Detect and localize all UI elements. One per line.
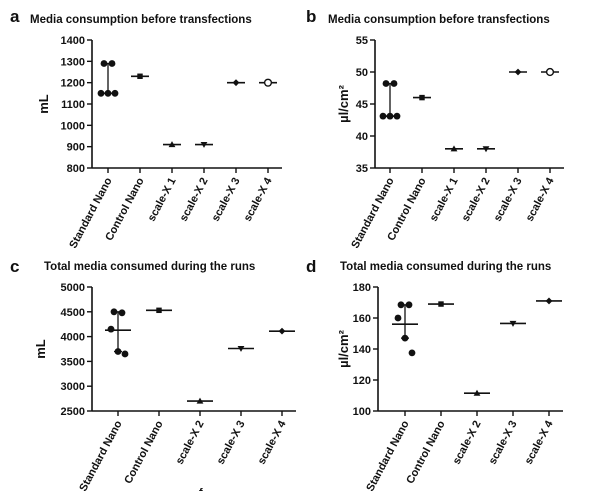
y-tick-label: 55 [356,35,368,47]
y-tick-label: 100 [353,406,371,418]
y-tick-label: 1100 [61,99,85,111]
panel-title-d: Total media consumed during the runs [340,261,551,273]
data-point [419,94,425,101]
data-point [473,389,481,396]
data-point [97,89,105,97]
panel-title-a: Media consumption before transfections [30,14,252,26]
x-category-label: scale-X 2 [178,176,211,224]
panel-title-c: Total media consumed during the runs [44,261,255,273]
data-point [482,146,490,153]
data-point [232,79,240,87]
data-point [114,348,122,355]
panel-a: a Media consumption before transfections… [10,7,282,250]
data-point [278,327,286,335]
panel-letter-b: b [306,7,316,26]
data-point [156,307,162,314]
y-tick-label: 3000 [61,381,85,393]
x-category-label: Standard Nano [77,419,124,491]
y-tick-label: 1300 [61,56,85,68]
panel-d: d Total media consumed during the runs 1… [306,257,563,491]
panel-b: b Media consumption before transfections… [306,7,564,250]
panel-letter-d: d [306,257,316,276]
data-point [386,112,394,120]
x-category-label: scale-X 1 [146,176,179,224]
data-point [390,80,398,87]
data-point [100,60,108,67]
data-point [104,89,112,97]
x-category-label: Control Nano [122,419,165,486]
data-point [514,68,522,76]
data-point [108,60,116,67]
panel-letter-a: a [10,7,20,26]
x-category-label: scale-X 4 [524,175,557,224]
data-point [118,309,126,317]
y-tick-label: 120 [353,375,371,387]
y-tick-label: 1400 [61,35,85,47]
data-point [394,314,402,322]
y-tick-label: 40 [356,131,368,143]
data-point [196,397,204,404]
data-point [405,301,413,309]
footer-fragment: f [199,487,203,491]
data-point [545,297,553,305]
panel-letter-c: c [10,257,19,276]
data-point [382,80,390,87]
x-category-label: scale-X 3 [487,419,520,467]
data-point [237,345,245,352]
data-point [121,350,129,358]
data-point [393,112,401,120]
data-point [107,325,115,333]
y-tick-label: 4000 [61,332,85,344]
y-axis-title: µl/cm² [336,329,351,368]
data-point [111,89,119,97]
data-point [137,73,143,79]
y-axis-title: mL [33,339,48,359]
x-category-label: scale-X 3 [492,176,525,224]
data-point [450,145,458,152]
data-point [379,112,387,120]
y-tick-label: 3500 [61,356,85,368]
panel-title-b: Media consumption before transfections [328,14,550,26]
data-point [200,141,208,148]
x-category-label: scale-X 3 [215,419,248,467]
x-category-label: scale-X 2 [174,419,207,467]
data-point [263,78,273,87]
data-point [545,67,555,77]
x-category-label: scale-X 2 [451,419,484,467]
x-category-label: scale-X 1 [428,176,461,224]
y-tick-label: 1000 [61,120,85,132]
y-tick-label: 140 [353,344,371,356]
y-tick-label: 2500 [61,406,85,418]
y-tick-label: 800 [67,163,85,175]
x-category-label: scale-X 2 [460,176,493,224]
y-tick-label: 900 [67,142,85,154]
data-point [397,301,405,309]
y-tick-label: 45 [356,99,368,111]
y-tick-label: 160 [353,313,371,325]
data-point [168,141,176,148]
y-axis-title: µl/cm² [336,84,351,123]
x-category-label: scale-X 4 [242,175,275,224]
y-tick-label: 4500 [61,307,85,319]
x-category-label: Control Nano [404,419,447,486]
y-tick-label: 5000 [61,282,85,294]
y-tick-label: 50 [356,67,368,79]
panel-c: c Total media consumed during the runs 2… [10,257,296,491]
x-category-label: scale-X 3 [210,176,243,224]
data-point [401,334,409,342]
y-tick-label: 35 [356,163,368,175]
data-point [110,308,118,316]
x-category-label: scale-X 4 [523,418,556,467]
data-point [438,301,444,307]
y-tick-label: 1200 [61,78,85,90]
data-point [509,320,517,327]
data-point [408,349,416,357]
y-axis-title: mL [36,94,51,114]
x-category-label: scale-X 4 [256,418,289,467]
y-tick-label: 180 [353,282,371,294]
